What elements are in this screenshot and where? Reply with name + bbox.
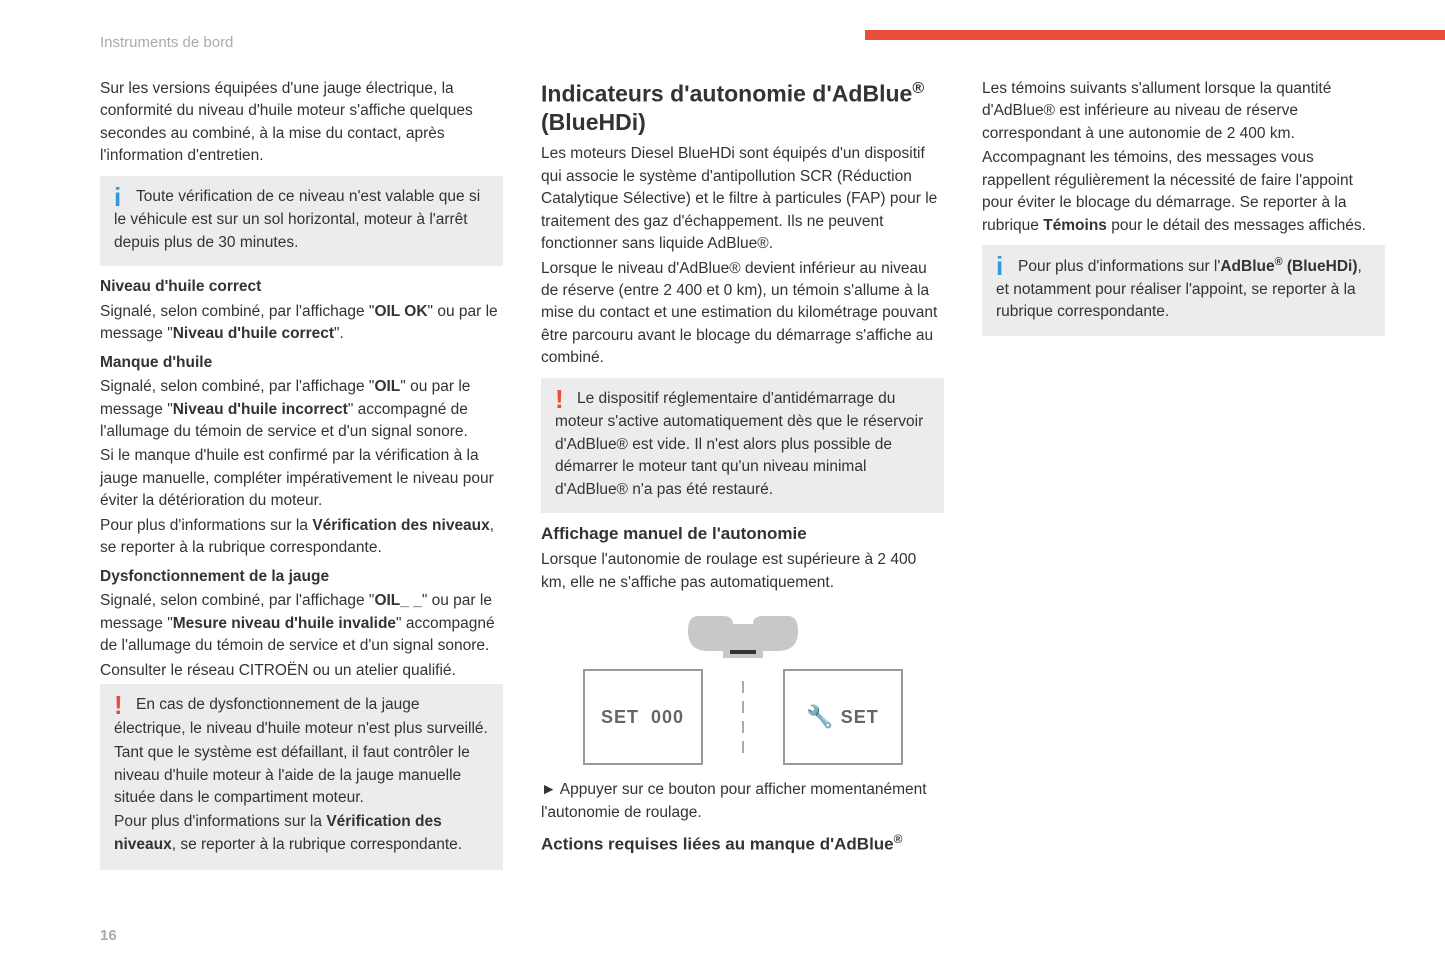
info-box-adblue: iPour plus d'informations sur l'AdBlue® … bbox=[982, 245, 1385, 336]
warning-box-adblue: !Le dispositif réglementaire d'antidémar… bbox=[541, 378, 944, 513]
heading-oil-low: Manque d'huile bbox=[100, 352, 503, 374]
paragraph-adblue-2: Lorsque le niveau d'AdBlue® devient infé… bbox=[541, 258, 944, 370]
intro-paragraph: Sur les versions équipées d'une jauge él… bbox=[100, 78, 503, 168]
paragraph-oil-low-1: Signalé, selon combiné, par l'affichage … bbox=[100, 376, 503, 443]
wrench-icon: 🔧 bbox=[806, 701, 834, 733]
info-bold: AdBlue® (BlueHDi) bbox=[1220, 258, 1357, 275]
info-box-verification: iToute vérification de ce niveau n'est v… bbox=[100, 176, 503, 266]
section-label: Instruments de bord bbox=[100, 34, 233, 51]
header-accent-bar bbox=[865, 30, 1445, 40]
warning-text-1: En cas de dysfonctionnement de la jauge … bbox=[114, 696, 488, 736]
paragraph-oil-correct: Signalé, selon combiné, par l'affichage … bbox=[100, 301, 503, 346]
heading-manual-range: Affichage manuel de l'autonomie bbox=[541, 523, 944, 545]
heading-gauge-fault: Dysfonctionnement de la jauge bbox=[100, 566, 503, 588]
warning-icon: ! bbox=[114, 694, 136, 717]
warning-text-adblue: Le dispositif réglementaire d'antidémarr… bbox=[555, 390, 923, 498]
paragraph-gauge-fault-2: Consulter le réseau CITROËN ou un atelie… bbox=[100, 660, 503, 682]
button-wrench-set: 🔧SET bbox=[783, 669, 903, 765]
divider-dashes bbox=[703, 669, 783, 765]
paragraph-actions-1: Les témoins suivants s'allument lorsque … bbox=[982, 78, 1385, 145]
page-content: Sur les versions équipées d'une jauge él… bbox=[100, 78, 1385, 904]
paragraph-manual-range: Lorsque l'autonomie de roulage est supér… bbox=[541, 549, 944, 594]
paragraph-actions-2: Accompagnant les témoins, des messages v… bbox=[982, 147, 1385, 237]
paragraph-adblue-1: Les moteurs Diesel BlueHDi sont équipés … bbox=[541, 143, 944, 255]
info-text: Toute vérification de ce niveau n'est va… bbox=[114, 188, 480, 251]
info-icon: i bbox=[114, 186, 136, 209]
warning-text-2: Tant que le système est défaillant, il f… bbox=[114, 742, 489, 809]
warning-box-gauge: !En cas de dysfonctionnement de la jauge… bbox=[100, 684, 503, 870]
warning-text-3: Pour plus d'informations sur la Vérifica… bbox=[114, 811, 489, 856]
paragraph-press-button: ► Appuyer sur ce bouton pour afficher mo… bbox=[541, 779, 944, 824]
button-set-000: SET 000 bbox=[583, 669, 703, 765]
warning-icon: ! bbox=[555, 388, 577, 411]
figure-dashboard-buttons: SET 000 🔧SET bbox=[541, 606, 944, 765]
page-number: 16 bbox=[100, 927, 117, 944]
heading-oil-correct: Niveau d'huile correct bbox=[100, 276, 503, 298]
heading-actions-required: Actions requises liées au manque d'AdBlu… bbox=[541, 832, 944, 856]
heading-adblue: Indicateurs d'autonomie d'AdBlue® (BlueH… bbox=[541, 78, 944, 137]
info-icon: i bbox=[996, 255, 1018, 278]
paragraph-gauge-fault-1: Signalé, selon combiné, par l'affichage … bbox=[100, 590, 503, 657]
paragraph-oil-low-2: Si le manque d'huile est confirmé par la… bbox=[100, 445, 503, 512]
instrument-cluster-icon: SET 000 🔧SET bbox=[583, 606, 903, 765]
paragraph-oil-low-3: Pour plus d'informations sur la Vérifica… bbox=[100, 515, 503, 560]
